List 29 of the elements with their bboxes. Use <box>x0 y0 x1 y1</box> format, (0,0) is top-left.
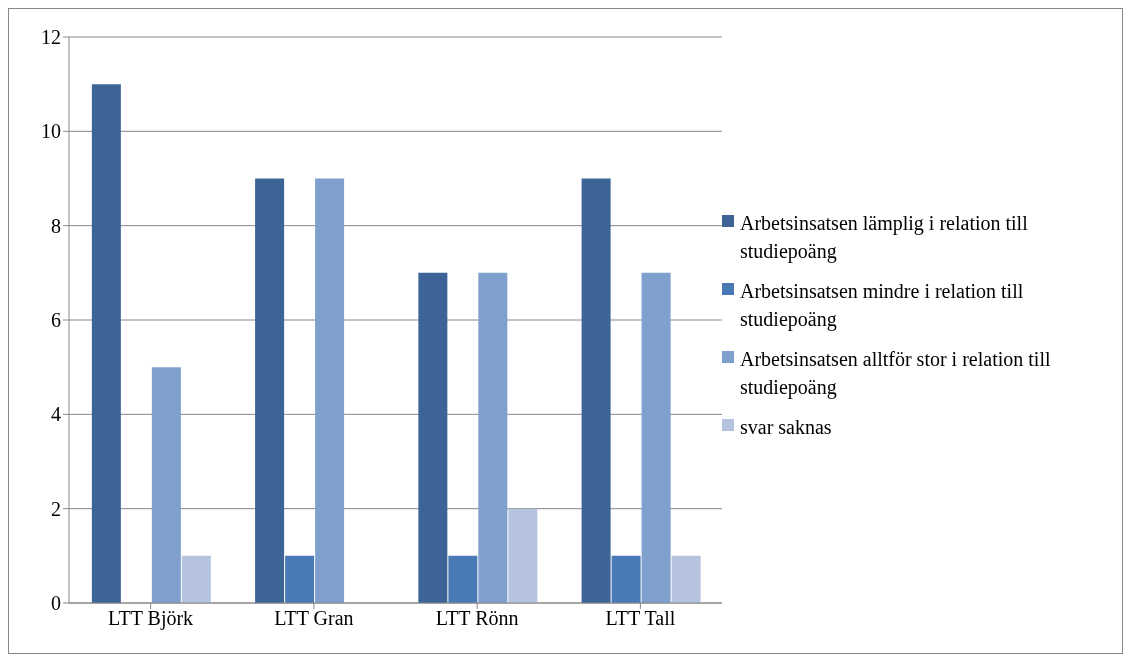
bar <box>508 508 538 603</box>
legend-label: Arbetsinsatsen alltför stor i relation till studiepoäng <box>740 347 1052 401</box>
bar <box>91 84 121 603</box>
y-tick-label: 6 <box>51 309 61 332</box>
y-tick-label: 10 <box>41 120 61 143</box>
legend-label: Arbetsinsatsen mindre i relation till studiepoäng <box>740 279 1025 333</box>
x-tick-label: LTT Rönn <box>435 607 519 630</box>
bar <box>611 555 641 603</box>
bar <box>151 367 181 603</box>
y-tick-label: 8 <box>51 214 61 237</box>
bar <box>641 272 671 603</box>
x-tick-label: LTT Björk <box>108 607 194 631</box>
y-tick-label: 2 <box>51 497 61 520</box>
bar <box>478 272 508 603</box>
bar <box>671 555 701 603</box>
bar <box>448 555 478 603</box>
legend-label: svar saknas <box>740 415 832 440</box>
bar <box>181 555 211 603</box>
bar <box>581 178 611 603</box>
bar <box>418 272 448 603</box>
bar <box>315 178 345 603</box>
bar <box>285 555 315 603</box>
legend-label: Arbetsinsatsen lämplig i relation till studiepoäng <box>740 211 1029 265</box>
bar <box>255 178 285 603</box>
y-tick-label: 4 <box>51 403 61 426</box>
y-tick-label: 12 <box>41 26 61 49</box>
x-tick-label: LTT Tall <box>605 607 676 630</box>
x-tick-label: LTT Gran <box>274 607 354 630</box>
y-tick-label: 0 <box>51 592 61 615</box>
